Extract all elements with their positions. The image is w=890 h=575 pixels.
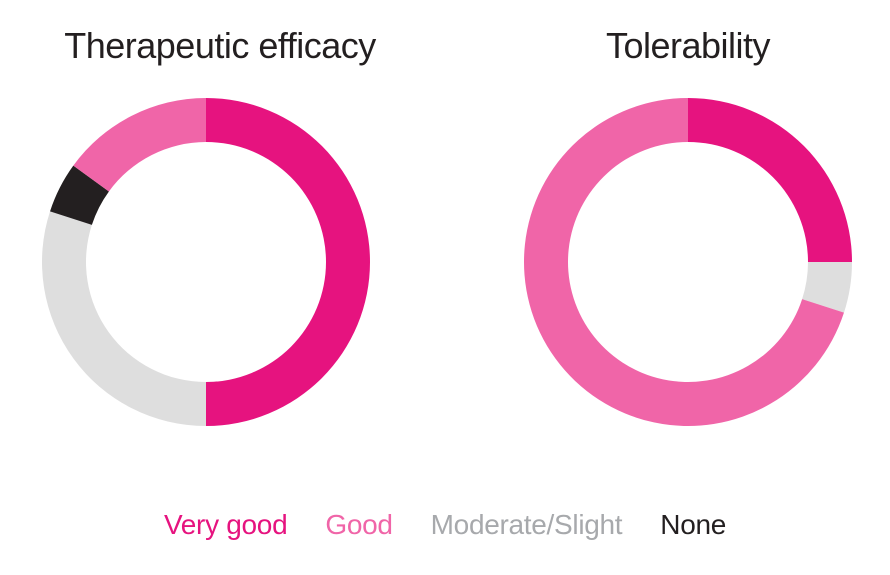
legend: Very good Good Moderate/Slight None: [0, 508, 890, 542]
chart-title-tolerability: Tolerability: [605, 25, 771, 66]
donut-chart-therapeutic-efficacy: [42, 98, 370, 426]
donut-chart-tolerability: [523, 97, 852, 426]
legend-item-good: Good: [325, 509, 393, 540]
legend-item-none: None: [660, 509, 727, 540]
donut-segment-moderate-slight: [802, 262, 852, 313]
chart-title-therapeutic-efficacy: Therapeutic efficacy: [64, 25, 376, 66]
donut-segment-very-good: [688, 98, 852, 262]
legend-item-very-good: Very good: [163, 509, 288, 540]
donut-segment-good: [73, 98, 206, 192]
legend-item-moderate-slight: Moderate/Slight: [430, 509, 623, 540]
donut-segment-very-good: [206, 98, 370, 426]
donut-segment-none: [50, 165, 109, 225]
donut-segment-moderate-slight: [42, 211, 206, 426]
